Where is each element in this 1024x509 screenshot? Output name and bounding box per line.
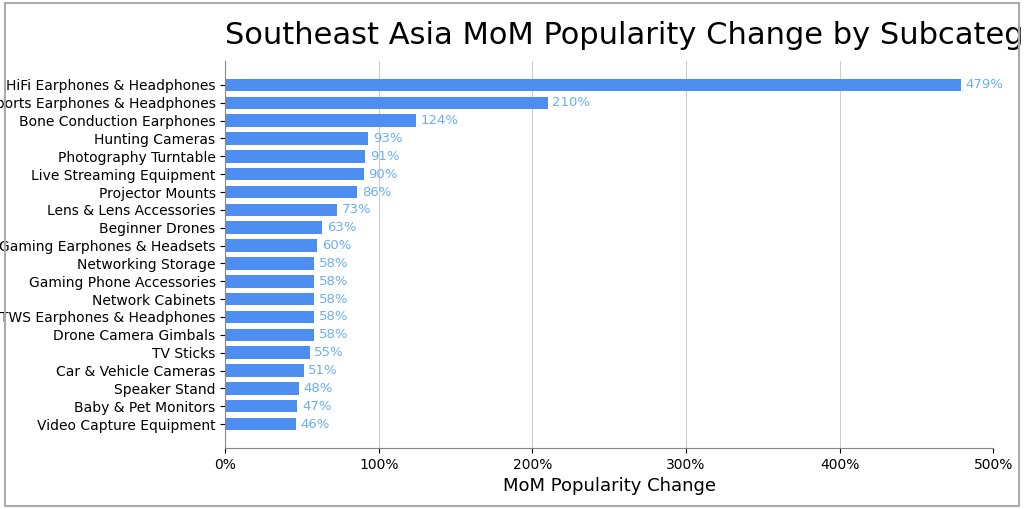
Text: 60%: 60% [322,239,351,252]
Bar [225,275,314,288]
Bar [225,97,548,109]
Text: 58%: 58% [319,275,348,288]
Text: 93%: 93% [373,132,402,145]
Bar [225,115,416,127]
Text: Southeast Asia MoM Popularity Change by Subcategory: Southeast Asia MoM Popularity Change by … [225,21,1024,50]
Text: 86%: 86% [362,185,391,199]
Text: 58%: 58% [319,310,348,324]
Text: 63%: 63% [327,221,356,234]
Bar [225,257,314,270]
Text: 51%: 51% [308,364,338,377]
Text: 47%: 47% [302,400,332,413]
X-axis label: MoM Popularity Change: MoM Popularity Change [503,477,716,495]
Bar [225,329,314,341]
Text: 479%: 479% [966,78,1004,92]
Bar [225,293,314,305]
Bar [225,221,322,234]
Text: 124%: 124% [420,114,459,127]
Bar [225,364,303,377]
Bar [225,186,357,199]
Bar [225,204,338,216]
Text: 48%: 48% [303,382,333,395]
Bar [225,400,297,412]
Text: 91%: 91% [370,150,399,163]
Bar [225,418,296,430]
Bar [225,168,364,180]
Text: 58%: 58% [319,328,348,342]
Bar [225,310,314,323]
Text: 46%: 46% [301,417,330,431]
Bar [225,382,299,394]
Text: 210%: 210% [553,96,591,109]
Bar [225,150,366,162]
Text: 73%: 73% [342,204,372,216]
Text: 55%: 55% [314,346,344,359]
Bar [225,239,317,252]
Text: 58%: 58% [319,293,348,305]
Text: 58%: 58% [319,257,348,270]
Text: 90%: 90% [369,167,397,181]
Bar [225,79,961,91]
Bar [225,347,309,359]
Bar [225,132,369,145]
